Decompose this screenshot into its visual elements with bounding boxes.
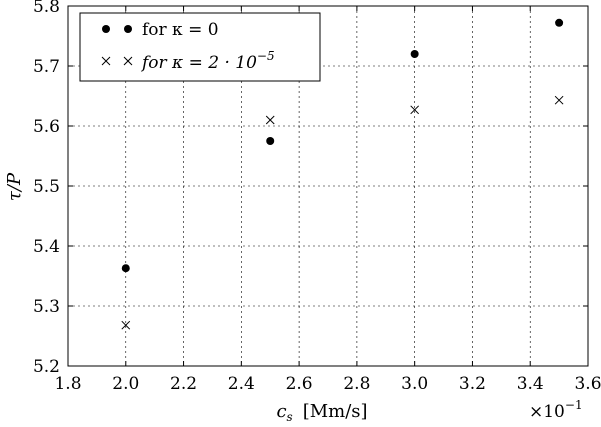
x-tick-label: 3.2 xyxy=(459,374,486,394)
legend-marker-circle xyxy=(124,25,132,33)
y-tick-label: 5.2 xyxy=(33,357,60,377)
x-axis-multiplier: ×10−1 xyxy=(529,398,583,422)
data-point-x xyxy=(554,95,564,105)
x-tick-label: 3.4 xyxy=(517,374,544,394)
y-tick-label: 5.3 xyxy=(33,297,60,317)
x-tick-label: 3.0 xyxy=(401,374,428,394)
legend-box xyxy=(79,12,321,82)
x-tick-label: 2.0 xyxy=(112,374,139,394)
y-tick-label: 5.5 xyxy=(33,177,60,197)
y-tick-label: 5.8 xyxy=(33,0,60,17)
x-tick-label: 2.8 xyxy=(343,374,370,394)
legend-marker-circle xyxy=(102,25,110,33)
data-point-circle xyxy=(121,264,130,273)
x-tick-label: 2.2 xyxy=(170,374,197,394)
legend-label-series-2: for κ = 2 · 10−5 xyxy=(140,49,275,73)
data-point-circle xyxy=(555,18,564,27)
data-marks xyxy=(121,18,564,330)
x-tick-label: 2.6 xyxy=(286,374,313,394)
axis-ticks: 1.8 2.0 2.2 2.4 2.6 2.8 3.0 3.2 3.4 3.6 5.2 5.3 5.4 5… xyxy=(33,0,601,394)
x-tick-label: 2.4 xyxy=(228,374,255,394)
data-point-x xyxy=(410,105,420,115)
y-tick-label: 5.4 xyxy=(33,237,60,257)
legend-marker-x xyxy=(101,56,133,66)
x-axis-label: cs [Mm/s] xyxy=(276,401,367,424)
legend: for κ = 0 for κ = 2 · 10−5 xyxy=(79,12,321,82)
data-point-x xyxy=(121,320,131,330)
y-axis-label: τ/P xyxy=(4,172,25,201)
y-tick-label: 5.6 xyxy=(33,117,60,137)
legend-label-series-1: for κ = 0 xyxy=(142,20,219,40)
data-point-circle xyxy=(266,137,275,145)
y-tick-label: 5.7 xyxy=(33,57,60,77)
x-tick-label: 1.8 xyxy=(54,374,81,394)
data-point-x xyxy=(265,115,275,125)
data-point-circle xyxy=(410,50,419,58)
x-tick-label: 3.6 xyxy=(574,374,601,394)
